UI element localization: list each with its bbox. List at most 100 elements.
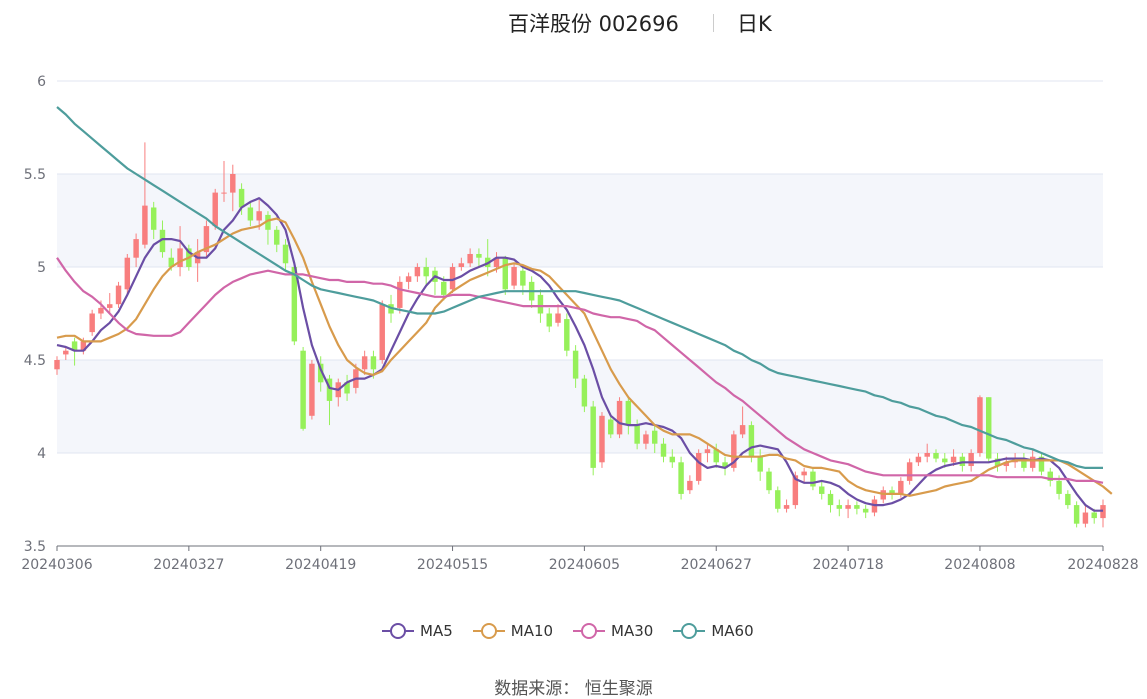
candle-body-71	[678, 462, 684, 494]
candle-body-4	[89, 313, 95, 333]
candle-body-61	[590, 406, 596, 468]
candle-body-65	[625, 400, 632, 426]
candle-body-104	[968, 453, 974, 467]
legend-label: MA5	[420, 622, 453, 640]
y-tick-label-0: 3.5	[24, 539, 46, 555]
candle-body-116	[1073, 505, 1080, 524]
candle-body-77	[731, 434, 737, 468]
title-separator	[713, 14, 714, 32]
legend-swatch-icon	[573, 623, 606, 639]
candle-body-82	[775, 490, 781, 509]
legend-swatch-icon	[673, 623, 706, 639]
candle-body-52	[511, 267, 517, 286]
chart-period: 日K	[737, 12, 772, 36]
candle-body-28	[300, 350, 306, 429]
legend-item-ma30[interactable]: MA30	[573, 622, 653, 640]
candle-body-90	[845, 505, 851, 509]
candle-body-2	[71, 341, 78, 351]
candle-body-68	[651, 430, 658, 444]
candle-body-1	[63, 350, 69, 355]
candles-group	[54, 142, 1106, 528]
x-tick-label-0: 20240306	[21, 557, 92, 573]
candle-body-72	[687, 480, 693, 491]
candle-body-26	[282, 244, 289, 264]
candle-body-98	[915, 456, 922, 463]
candle-body-23	[256, 211, 262, 221]
legend-item-ma5[interactable]: MA5	[382, 622, 453, 640]
candle-body-56	[546, 313, 552, 327]
candle-body-20	[230, 174, 236, 193]
candle-body-63	[608, 419, 614, 435]
candle-body-50	[493, 257, 500, 267]
candle-body-44	[441, 281, 447, 295]
stock-name-code: 百洋股份 002696	[508, 12, 679, 36]
candle-body-36	[370, 356, 377, 370]
candle-body-80	[757, 456, 763, 472]
candle-body-67	[643, 434, 649, 444]
candle-body-62	[599, 415, 605, 463]
legend-label: MA30	[611, 622, 654, 640]
candle-body-55	[537, 294, 544, 314]
candle-body-27	[291, 267, 298, 342]
candle-body-31	[326, 378, 333, 401]
band-1	[57, 360, 1103, 453]
candle-body-9	[133, 239, 139, 258]
candle-body-35	[361, 356, 368, 370]
series-line-ma10	[56, 217, 1113, 497]
candle-body-19	[221, 192, 227, 194]
candle-body-3	[80, 341, 87, 351]
candle-body-29	[309, 363, 315, 416]
candle-body-99	[924, 453, 930, 457]
x-tick-label-2: 20240419	[285, 557, 356, 573]
candle-body-95	[889, 490, 895, 494]
candle-body-22	[247, 207, 254, 221]
candle-body-101	[942, 458, 948, 463]
legend-item-ma60[interactable]: MA60	[673, 622, 754, 640]
candle-body-107	[994, 458, 1001, 467]
candle-body-13	[168, 257, 174, 267]
candle-body-24	[265, 214, 271, 230]
candle-body-30	[317, 363, 324, 383]
candle-body-58	[564, 319, 570, 351]
candle-body-106	[986, 397, 992, 459]
candle-body-79	[748, 425, 755, 457]
candle-body-14	[177, 248, 183, 267]
x-tick-label-5: 20240627	[681, 557, 752, 573]
candle-body-114	[1056, 480, 1062, 494]
y-tick-label-5: 6	[37, 74, 46, 90]
candle-body-60	[581, 378, 588, 407]
series-line-ma30	[56, 257, 1104, 484]
candle-body-42	[423, 267, 429, 277]
candle-body-83	[783, 505, 790, 509]
candle-body-66	[634, 425, 640, 444]
candle-body-97	[906, 462, 913, 481]
candle-body-12	[159, 229, 166, 253]
x-tick-label-4: 20240605	[549, 557, 620, 573]
legend: MA5 MA10 MA30 MA60	[382, 620, 754, 642]
candle-body-92	[862, 508, 869, 513]
candle-body-118	[1091, 512, 1097, 519]
legend-label: MA10	[510, 622, 554, 640]
y-tick-label-4: 5.5	[24, 167, 46, 183]
data-source: 数据来源： 恒生聚源	[494, 679, 653, 699]
candle-body-39	[397, 281, 403, 308]
legend-label: MA60	[711, 622, 754, 640]
candle-body-117	[1082, 512, 1089, 524]
candle-body-112	[1038, 456, 1045, 472]
candle-body-47	[467, 253, 473, 264]
candle-body-100	[933, 453, 939, 459]
candle-body-96	[898, 480, 904, 494]
legend-item-ma10[interactable]: MA10	[472, 622, 554, 640]
candle-body-69	[660, 443, 667, 457]
series-line-ma60	[56, 106, 1103, 469]
candle-body-87	[818, 486, 825, 494]
candle-body-6	[107, 304, 113, 308]
candle-body-110	[1021, 458, 1027, 468]
candle-body-40	[405, 276, 412, 282]
chart-title: 百洋股份 002696 日K	[0, 8, 1147, 38]
candle-body-17	[203, 226, 210, 253]
candle-body-108	[1003, 462, 1010, 467]
candle-body-25	[274, 229, 280, 245]
